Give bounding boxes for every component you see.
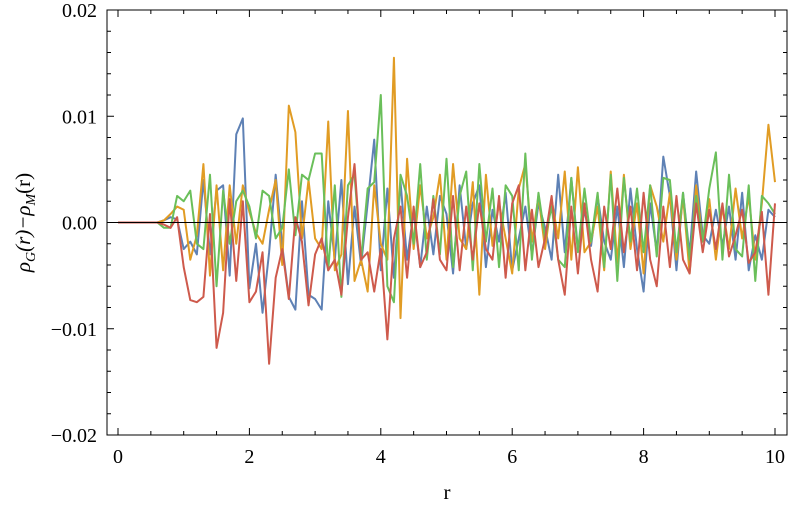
x-tick-label: 8	[639, 446, 649, 468]
x-tick-label: 10	[765, 446, 785, 468]
y-tick-label: −0.01	[51, 319, 97, 341]
y-axis-ticks: −0.02 −0.01 0.00 0.01 0.02	[51, 0, 787, 447]
x-tick-label: 2	[244, 446, 254, 468]
x-tick-label: 0	[113, 446, 123, 468]
x-tick-label: 4	[376, 446, 386, 468]
x-tick-label: 6	[507, 446, 517, 468]
x-axis-title: r	[444, 480, 451, 504]
y-axis-title: ρG(r)−ρM(r)	[11, 173, 39, 273]
y-tick-label: 0.02	[62, 0, 97, 22]
series-line-4	[118, 163, 776, 365]
series-layer	[118, 56, 776, 365]
x-axis-ticks: 0 2 4 6 8 10	[113, 10, 785, 468]
y-tick-label: 0.00	[62, 213, 97, 235]
y-tick-label: −0.02	[51, 425, 97, 447]
y-tick-label: 0.01	[62, 106, 97, 128]
